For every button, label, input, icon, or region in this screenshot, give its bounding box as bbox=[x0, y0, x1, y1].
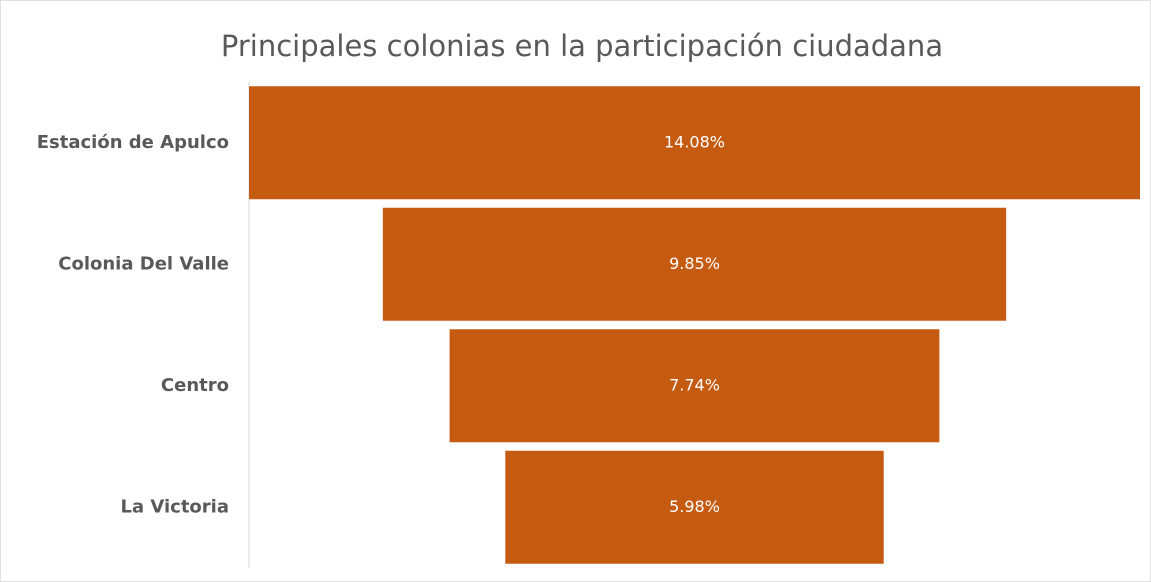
category-label: Colonia Del Valle bbox=[58, 253, 229, 274]
category-label: Estación de Apulco bbox=[37, 132, 229, 153]
data-label: 14.08% bbox=[664, 132, 725, 151]
category-label: Centro bbox=[161, 375, 229, 396]
data-label: 5.98% bbox=[669, 497, 720, 516]
funnel-bar bbox=[449, 329, 940, 443]
funnel-bar bbox=[505, 450, 884, 564]
data-label: 9.85% bbox=[669, 254, 720, 273]
category-label: La Victoria bbox=[120, 496, 229, 517]
funnel-bar bbox=[382, 207, 1007, 321]
funnel-bar bbox=[249, 86, 1140, 200]
chart-title: Principales colonias en la participación… bbox=[221, 29, 943, 63]
data-label: 7.74% bbox=[669, 375, 720, 394]
